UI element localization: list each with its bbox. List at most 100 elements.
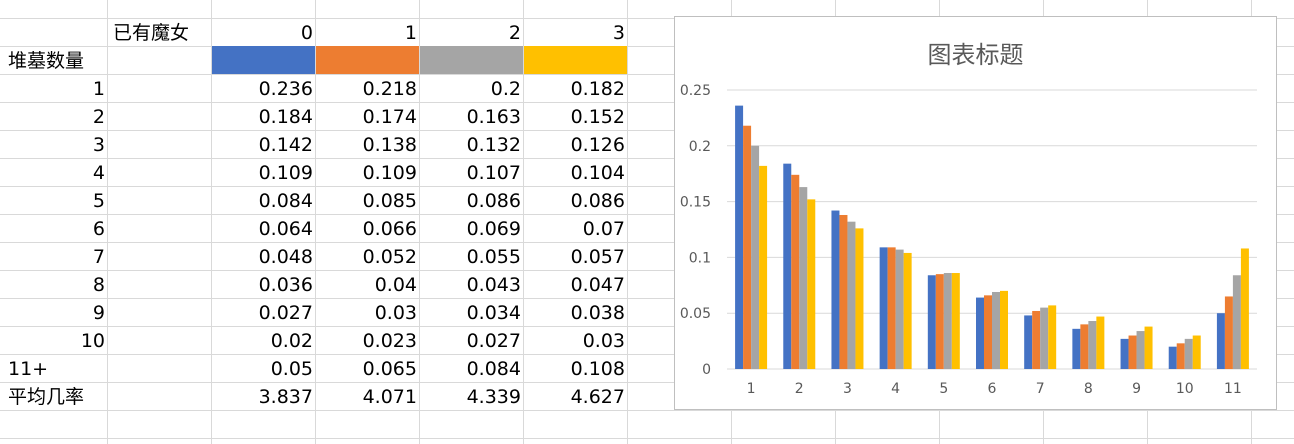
value-cell[interactable]: 0.236 — [258, 78, 313, 100]
value-cell[interactable]: 0.065 — [362, 358, 417, 380]
value-cell[interactable]: 0.142 — [258, 134, 313, 156]
bar-series-1-cat-5[interactable] — [935, 274, 944, 369]
bar-series-2-cat-7[interactable] — [1040, 307, 1049, 369]
cell-series-header[interactable]: 1 — [404, 22, 417, 44]
bar-series-1-cat-7[interactable] — [1032, 310, 1041, 369]
value-cell[interactable]: 0.182 — [570, 78, 625, 100]
bar-series-3-cat-8[interactable] — [1096, 316, 1105, 369]
cell-series-header[interactable]: 3 — [612, 22, 625, 44]
value-cell[interactable]: 0.104 — [570, 162, 625, 184]
bar-series-3-cat-9[interactable] — [1144, 326, 1153, 369]
bar-series-2-cat-5[interactable] — [943, 273, 952, 369]
bar-series-0-cat-8[interactable] — [1072, 328, 1081, 369]
value-cell[interactable]: 0.04 — [374, 274, 417, 296]
bar-series-1-cat-6[interactable] — [984, 295, 992, 369]
value-cell[interactable]: 4.627 — [570, 386, 625, 408]
value-cell[interactable]: 0.086 — [466, 190, 521, 212]
cell-series-header[interactable]: 0 — [300, 22, 313, 44]
bar-series-0-cat-3[interactable] — [831, 210, 840, 369]
value-cell[interactable]: 4.339 — [466, 386, 521, 408]
bar-series-0-cat-7[interactable] — [1024, 315, 1033, 369]
value-cell[interactable]: 0.218 — [362, 78, 417, 100]
value-cell[interactable]: 0.027 — [258, 302, 313, 324]
row-label-cell[interactable]: 8 — [92, 274, 105, 296]
bar-series-1-cat-11[interactable] — [1224, 296, 1233, 369]
bar-series-2-cat-2[interactable] — [799, 187, 808, 369]
value-cell[interactable]: 0.064 — [258, 218, 313, 240]
row-label-cell[interactable]: 2 — [92, 106, 105, 128]
value-cell[interactable]: 0.085 — [362, 190, 417, 212]
row-label-cell[interactable]: 3 — [92, 134, 105, 156]
series-color-cell[interactable] — [212, 46, 315, 74]
value-cell[interactable]: 0.069 — [466, 218, 521, 240]
value-cell[interactable]: 0.109 — [362, 162, 417, 184]
value-cell[interactable]: 0.2 — [490, 78, 521, 100]
value-cell[interactable]: 0.126 — [570, 134, 625, 156]
value-cell[interactable]: 4.071 — [362, 386, 417, 408]
value-cell[interactable]: 0.052 — [362, 246, 417, 268]
value-cell[interactable]: 0.027 — [466, 330, 521, 352]
bar-series-2-cat-4[interactable] — [895, 249, 904, 369]
embedded-bar-chart[interactable]: 图表标题 0 0.05 0.1 0.15 0.2 0.25 1 2 3 4 5 6 7 8 9 10 11 — [674, 16, 1277, 410]
bar-series-3-cat-7[interactable] — [1048, 305, 1057, 369]
bar-series-0-cat-10[interactable] — [1168, 346, 1177, 369]
series-color-cell[interactable] — [316, 46, 419, 74]
bar-series-3-cat-1[interactable] — [759, 165, 768, 369]
value-cell[interactable]: 0.108 — [570, 358, 625, 380]
bar-series-1-cat-3[interactable] — [839, 214, 848, 369]
value-cell[interactable]: 0.084 — [466, 358, 521, 380]
bar-series-0-cat-1[interactable] — [735, 105, 744, 370]
row-label-cell[interactable]: 10 — [80, 330, 105, 352]
bar-series-3-cat-5[interactable] — [951, 273, 960, 369]
value-cell[interactable]: 0.038 — [570, 302, 625, 324]
row-label-cell[interactable]: 7 — [92, 246, 105, 268]
bar-series-1-cat-10[interactable] — [1176, 343, 1185, 369]
chart-title[interactable]: 图表标题 — [927, 41, 1024, 69]
bar-series-2-cat-9[interactable] — [1136, 331, 1145, 369]
value-cell[interactable]: 0.138 — [362, 134, 417, 156]
row-label-cell[interactable]: 5 — [92, 190, 105, 212]
value-cell[interactable]: 0.055 — [466, 246, 521, 268]
value-cell[interactable]: 0.02 — [270, 330, 313, 352]
value-cell[interactable]: 0.107 — [466, 162, 521, 184]
row-label-cell[interactable]: 11+ — [8, 358, 49, 380]
bar-series-1-cat-2[interactable] — [791, 174, 800, 369]
bar-series-2-cat-1[interactable] — [751, 145, 760, 369]
value-cell[interactable]: 0.084 — [258, 190, 313, 212]
value-cell[interactable]: 0.132 — [466, 134, 521, 156]
value-cell[interactable]: 0.048 — [258, 246, 313, 268]
value-cell[interactable]: 0.05 — [270, 358, 313, 380]
bar-series-0-cat-9[interactable] — [1120, 338, 1129, 369]
bar-series-2-cat-3[interactable] — [847, 221, 856, 369]
bar-series-3-cat-4[interactable] — [903, 252, 912, 369]
value-cell[interactable]: 0.109 — [258, 162, 313, 184]
bar-series-2-cat-8[interactable] — [1088, 321, 1097, 369]
series-color-cell[interactable] — [524, 46, 627, 74]
chart-plot-area[interactable]: 0 0.05 0.1 0.15 0.2 0.25 1 2 3 4 5 6 7 8 9 10 11 — [675, 17, 1276, 409]
value-cell[interactable]: 0.023 — [362, 330, 417, 352]
value-cell[interactable]: 0.163 — [466, 106, 521, 128]
row-label-cell[interactable]: 6 — [92, 218, 105, 240]
series-color-cell[interactable] — [420, 46, 523, 74]
bar-series-3-cat-10[interactable] — [1192, 335, 1201, 369]
value-cell[interactable]: 0.07 — [582, 218, 625, 240]
value-cell[interactable]: 0.066 — [362, 218, 417, 240]
bar-series-1-cat-8[interactable] — [1080, 324, 1089, 369]
value-cell[interactable]: 0.043 — [466, 274, 521, 296]
value-cell[interactable]: 0.03 — [582, 330, 625, 352]
value-cell[interactable]: 0.036 — [258, 274, 313, 296]
cell-row-header-label[interactable]: 堆墓数量 — [8, 50, 85, 72]
cell-header-label[interactable]: 已有魔女 — [113, 22, 190, 44]
value-cell[interactable]: 0.184 — [258, 106, 313, 128]
bar-series-0-cat-6[interactable] — [976, 297, 984, 369]
row-label-cell[interactable]: 4 — [92, 162, 105, 184]
bar-series-3-cat-2[interactable] — [807, 199, 816, 369]
value-cell[interactable]: 3.837 — [258, 386, 313, 408]
bar-series-3-cat-11[interactable] — [1240, 248, 1249, 369]
bar-series-0-cat-4[interactable] — [879, 247, 888, 369]
value-cell[interactable]: 0.152 — [570, 106, 625, 128]
cell-series-header[interactable]: 2 — [508, 22, 521, 44]
bar-series-2-cat-11[interactable] — [1232, 275, 1241, 369]
bar-series-0-cat-5[interactable] — [927, 275, 936, 369]
